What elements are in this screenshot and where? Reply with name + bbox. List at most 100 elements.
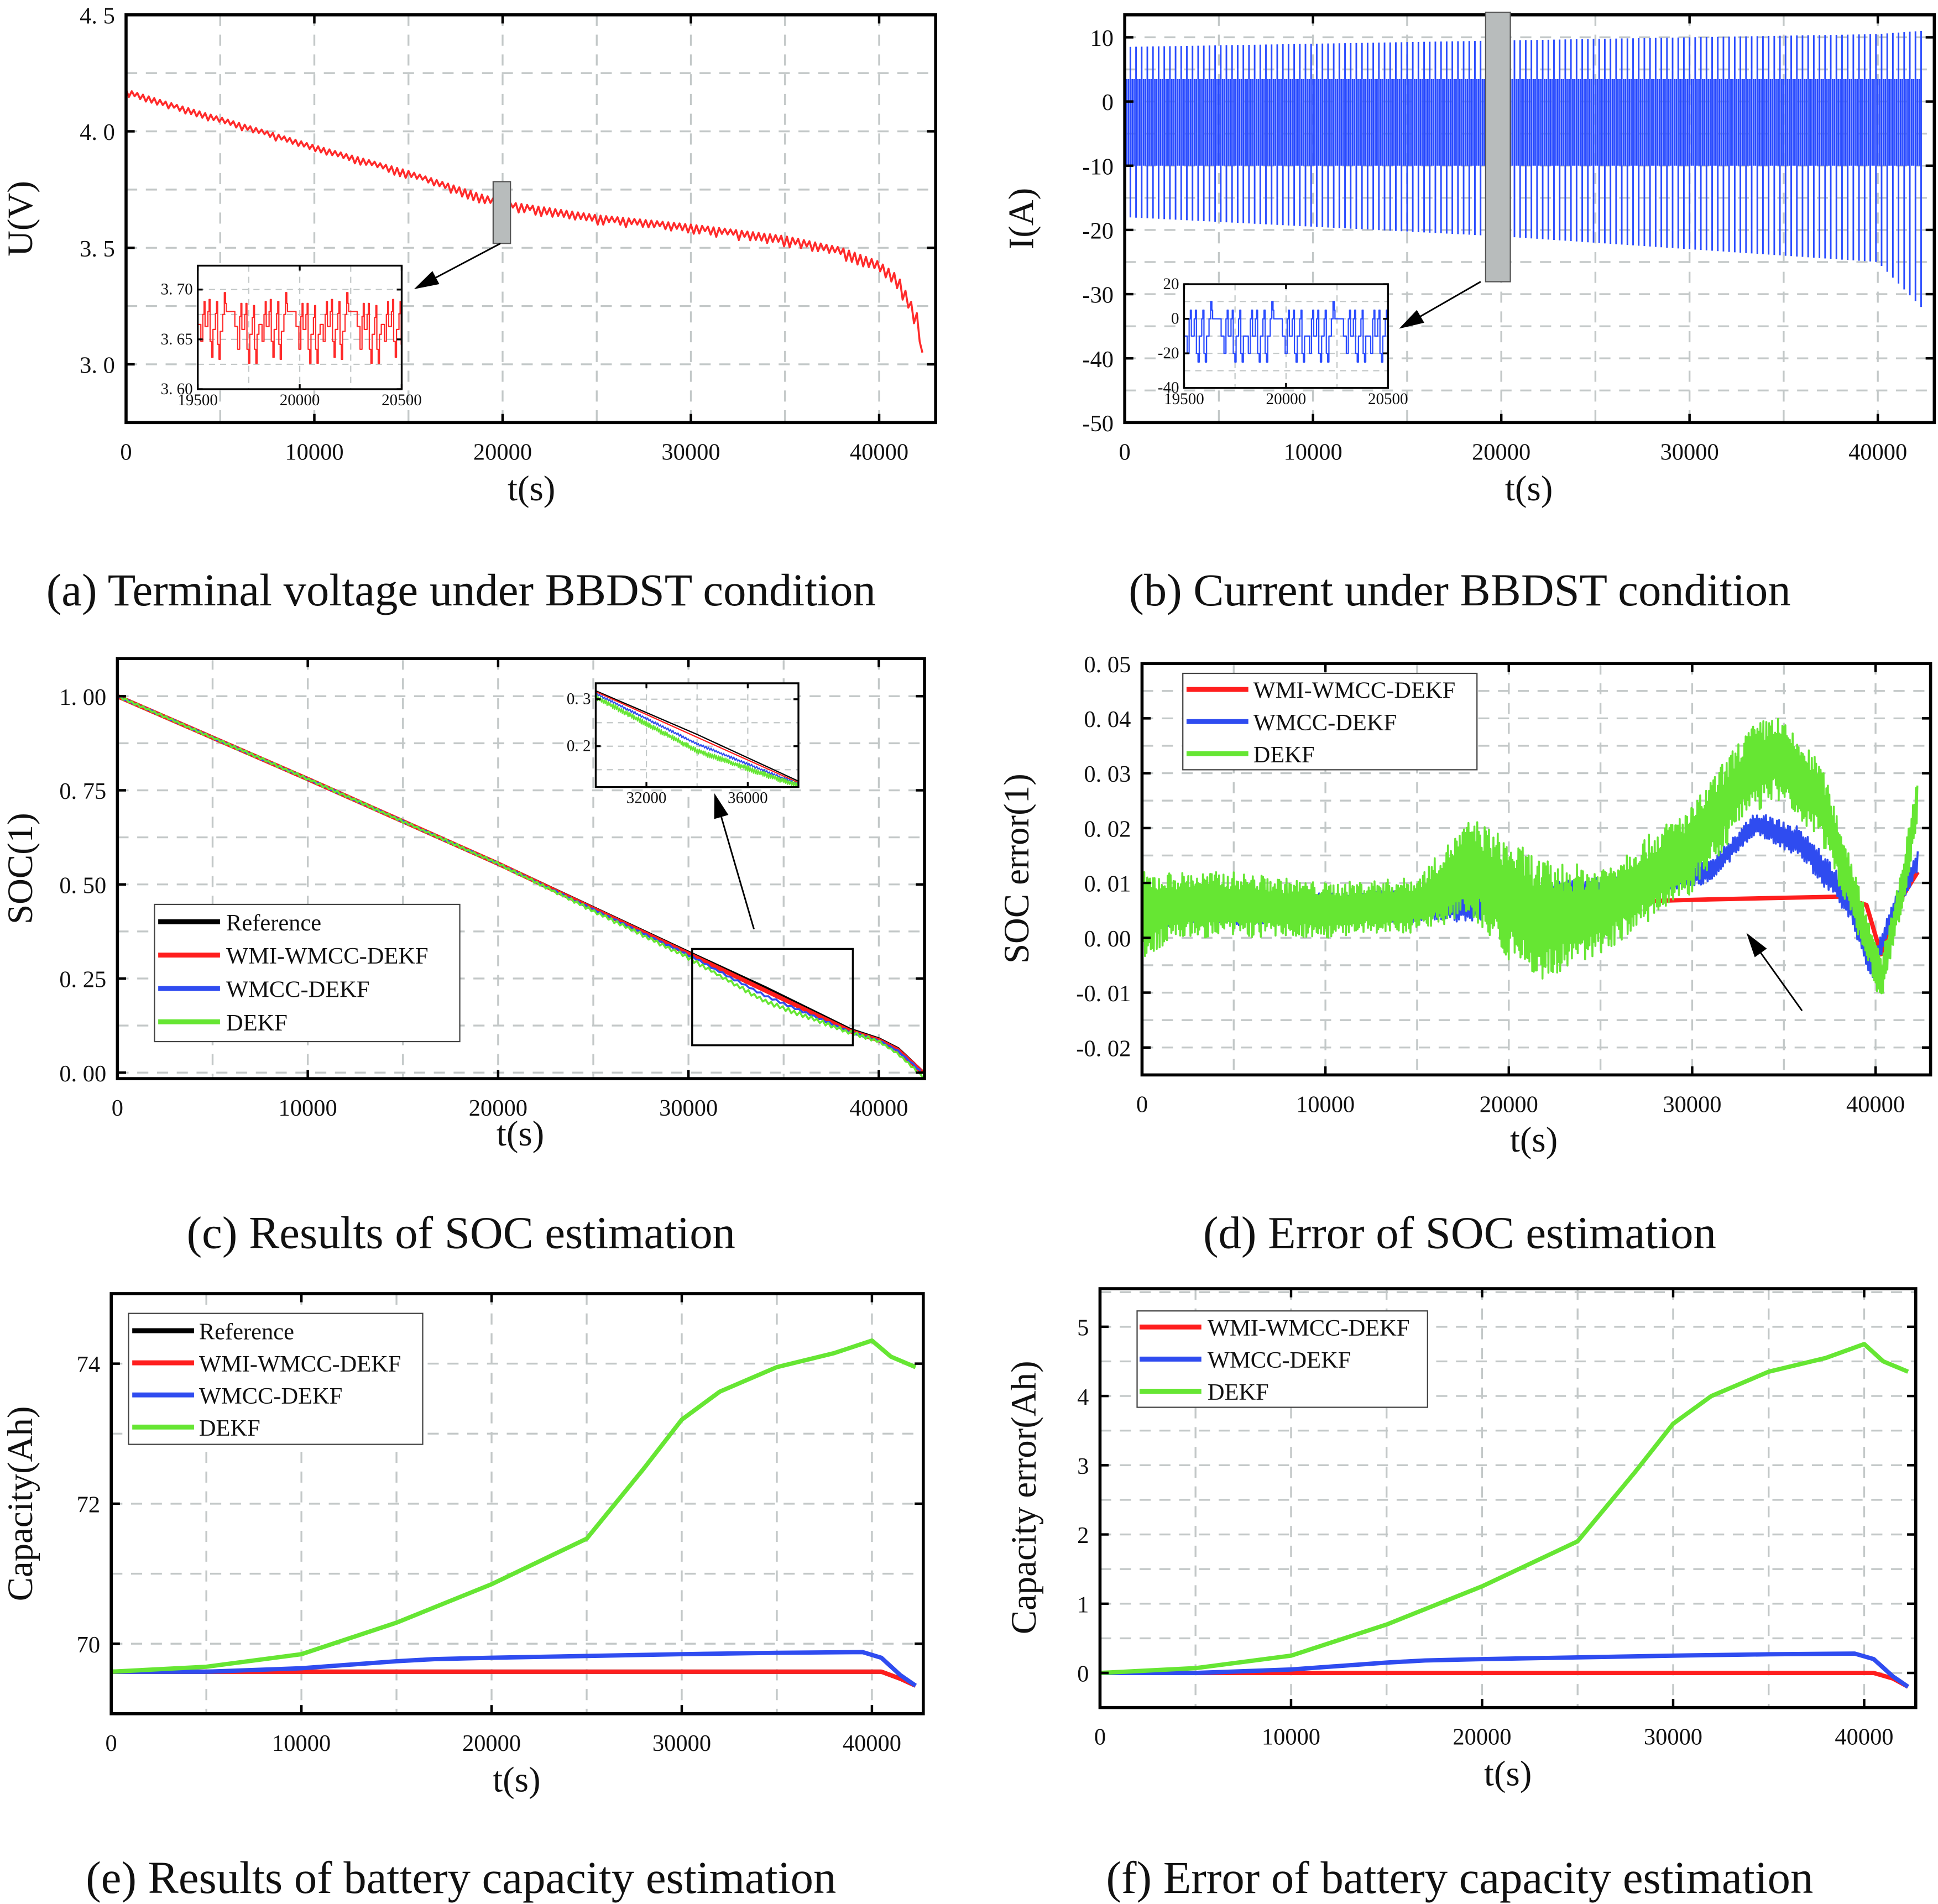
y-tick-label: 3. 0 (80, 353, 115, 379)
y-tick-label: 0. 01 (1084, 871, 1131, 897)
x-tick-label: 0 (112, 1095, 123, 1121)
legend-label: WMCC-DEKF (199, 1383, 342, 1409)
y-tick-label: 70 (77, 1632, 100, 1658)
plot-frame (594, 682, 800, 788)
panel-caption: (d) Error of SOC estimation (1203, 1207, 1716, 1258)
legend-label: WMI-WMCC-DEKF (199, 1351, 401, 1377)
x-tick-label: 10000 (1262, 1724, 1320, 1750)
x-tick-label: 0 (120, 439, 132, 465)
legend-item: DEKF (1186, 742, 1314, 768)
legend-label: WMI-WMCC-DEKF (1208, 1315, 1410, 1341)
x-tick-label: 40000 (1848, 439, 1907, 465)
series-group (1142, 718, 1920, 995)
arrow-head-icon (714, 793, 729, 819)
x-tick-label: 30000 (659, 1095, 718, 1121)
legend-item: WMI-WMCC-DEKF (158, 943, 429, 969)
y-tick-label: -10 (1082, 154, 1114, 180)
plot-frame (1098, 1287, 1918, 1709)
x-tick-label: 40000 (850, 439, 908, 465)
series-dekf (595, 694, 799, 787)
y-tick-label: 3. 65 (161, 331, 193, 348)
panel-b: 0 10000 20000 30000 40000 -50 -40 -30 -20 -10 0 10 t… (1002, 12, 1936, 615)
series-terminal-voltage-detail (197, 292, 402, 364)
y-tick-label: 0. 00 (59, 1061, 106, 1087)
x-tick-label: 20000 (469, 1095, 527, 1121)
highlight-box (1485, 12, 1511, 283)
legend-label: DEKF (199, 1415, 260, 1441)
arrow-shaft (431, 242, 501, 281)
legend: Reference WMI-WMCC-DEKF WMCC-DEKF DEKF (154, 903, 461, 1043)
legend-item: Reference (158, 910, 321, 936)
legend-item: WMCC-DEKF (158, 977, 370, 1003)
x-axis-label: t(s) (508, 469, 555, 509)
x-tick-label: 0 (1094, 1724, 1106, 1750)
x-tick-label: 36000 (728, 789, 768, 807)
x-tick-label: 20000 (473, 439, 532, 465)
series-group (126, 88, 923, 353)
arrow-head-icon (1746, 933, 1767, 958)
x-tick-label: 30000 (1663, 1091, 1721, 1117)
legend-box (154, 903, 461, 1043)
y-axis-label: Capacity(Ah) (1, 1406, 40, 1602)
x-tick-label: 20000 (1266, 390, 1307, 408)
y-tick-label: 3. 60 (161, 380, 193, 398)
x-tick-label: 30000 (652, 1730, 711, 1756)
x-tick-label: 30000 (1644, 1724, 1702, 1750)
series-group (1125, 30, 1922, 307)
legend-label: WMCC-DEKF (226, 977, 369, 1003)
x-tick-label: 19500 (1164, 390, 1204, 408)
panel-caption: (a) Terminal voltage under BBDST conditi… (46, 564, 876, 615)
series-terminal-voltage (126, 88, 923, 353)
y-tick-label: 20 (1163, 275, 1179, 293)
plot-frame (124, 13, 937, 425)
x-tick-label: 0 (1119, 439, 1131, 465)
legend-item: WMCC-DEKF (1139, 1347, 1351, 1373)
y-axis-label: I(A) (1002, 188, 1042, 250)
y-tick-label: 4 (1077, 1384, 1089, 1410)
legend-label: Reference (226, 910, 321, 936)
panel-e: 0 10000 20000 30000 40000 70 72 74 t(s) Capacity(… (1, 1292, 925, 1903)
x-tick-label: 20000 (1472, 439, 1530, 465)
series-dekf (1100, 1342, 1909, 1675)
series-dekf (117, 695, 924, 1078)
y-tick-label: 0. 00 (1084, 926, 1131, 952)
inset-plot: 19500 20000 20500 -40 -20 0 20 (1158, 275, 1408, 408)
x-tick-label: 20000 (462, 1730, 521, 1756)
panel-f: 0 10000 20000 30000 40000 0 1 2 3 4 5 t(s) Capacity … (1004, 1287, 1918, 1903)
plot-frame (116, 657, 926, 1080)
arrow-shaft (719, 812, 755, 930)
y-tick-label: 0 (1102, 90, 1114, 116)
inset-plot: 32000 36000 0. 2 0. 3 (567, 682, 800, 807)
y-tick-label: 10 (1090, 25, 1114, 51)
x-tick-label: 30000 (661, 439, 720, 465)
y-tick-label: 0. 02 (1084, 816, 1131, 842)
series-wmi-wmcc-dekf (595, 691, 799, 783)
series-dekf (1142, 718, 1919, 995)
legend: Reference WMI-WMCC-DEKF WMCC-DEKF DEKF (128, 1312, 424, 1445)
zoom-arrow (714, 793, 755, 930)
series-group (111, 1338, 917, 1688)
highlight-box (492, 181, 511, 244)
arrow-shaft (1757, 948, 1803, 1012)
x-axis-label: t(s) (497, 1114, 544, 1154)
panel-c: 0 10000 20000 30000 40000 0. 00 0. 25 0. 50 0. 7… (1, 657, 926, 1258)
legend-label: DEKF (226, 1010, 288, 1036)
x-tick-label: 10000 (279, 1095, 337, 1121)
y-tick-label: 0 (1077, 1661, 1089, 1687)
zoom-arrow (414, 242, 501, 289)
y-tick-label: -0. 02 (1076, 1035, 1131, 1061)
series-wmcc-dekf (1100, 1651, 1910, 1689)
x-tick-label: 10000 (272, 1730, 331, 1756)
x-tick-label: 19500 (177, 391, 218, 409)
x-axis-label: t(s) (1505, 469, 1553, 509)
y-tick-label: -20 (1082, 218, 1114, 244)
legend-label: DEKF (1208, 1379, 1269, 1405)
series-group (1184, 301, 1388, 363)
series-wmcc-dekf (111, 1650, 917, 1688)
y-tick-label: 5 (1077, 1315, 1089, 1341)
legend-item: WMI-WMCC-DEKF (1139, 1315, 1410, 1341)
plot-frame (1123, 13, 1936, 425)
legend-label: WMI-WMCC-DEKF (226, 943, 429, 969)
legend: WMI-WMCC-DEKF WMCC-DEKF DEKF (1136, 1310, 1428, 1408)
y-axis-label: SOC(1) (1, 813, 40, 924)
